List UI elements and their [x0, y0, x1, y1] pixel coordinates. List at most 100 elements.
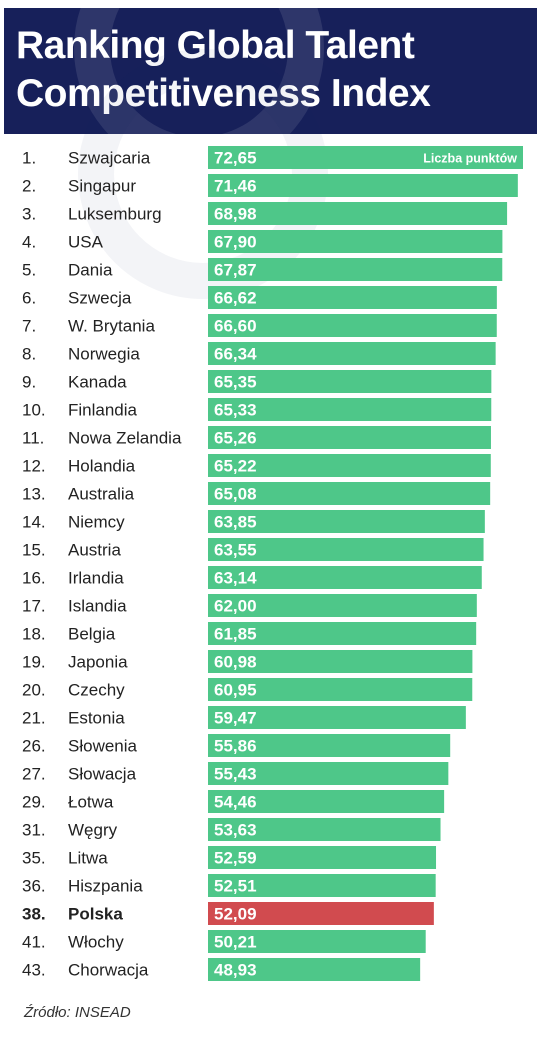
bar-row-20: 20. Czechy 60,95 [22, 678, 473, 701]
bar-row-6: 6. Szwecja 66,62 [22, 286, 497, 309]
bar [208, 174, 518, 197]
country-label: Czechy [68, 681, 125, 700]
value-label: 48,93 [214, 961, 257, 980]
country-label: Estonia [68, 709, 125, 728]
country-label: Szwajcaria [68, 149, 151, 168]
bar-row-10: 10. Finlandia 65,33 [22, 398, 492, 421]
bar [208, 258, 503, 281]
rank-label: 10. [22, 401, 46, 420]
bar [208, 454, 491, 477]
value-label: 66,60 [214, 317, 257, 336]
value-label: 60,98 [214, 653, 257, 672]
bar [208, 930, 426, 953]
country-label: Litwa [68, 849, 108, 868]
country-label: USA [68, 233, 104, 252]
country-label: Norwegia [68, 345, 140, 364]
infographic-frame: Ranking Global Talent Competitiveness Ind… [4, 8, 537, 1038]
value-label: 65,26 [214, 429, 257, 448]
bar [208, 650, 473, 673]
rank-label: 26. [22, 737, 46, 756]
bar [208, 510, 485, 533]
bar-row-29: 41. Włochy 50,21 [22, 930, 426, 953]
bar-row-2: 2. Singapur 71,46 [22, 174, 518, 197]
bar-row-12: 12. Holandia 65,22 [22, 454, 491, 477]
bar [208, 342, 496, 365]
value-label: 66,34 [214, 345, 257, 364]
country-label: Holandia [68, 457, 136, 476]
bar-row-7: 7. W. Brytania 66,60 [22, 314, 497, 337]
bar [208, 230, 503, 253]
value-label: 65,35 [214, 373, 257, 392]
rank-label: 7. [22, 317, 36, 336]
bar [208, 958, 421, 981]
bar [208, 846, 437, 869]
value-label: 55,86 [214, 737, 257, 756]
title-line-2: Competitiveness Index [16, 72, 431, 115]
bar [208, 482, 491, 505]
value-label: 52,09 [214, 905, 257, 924]
bar-row-4: 4. USA 67,90 [22, 230, 503, 253]
bar-row-27: 36. Hiszpania 52,51 [22, 874, 436, 897]
country-label: Austria [68, 541, 121, 560]
bar-row-26: 35. Litwa 52,59 [22, 846, 437, 869]
value-label: 67,87 [214, 261, 257, 280]
bar-row-24: 29. Łotwa 54,46 [22, 790, 445, 813]
bar-row-1: 1. Szwajcaria 72,65 Liczba punktów [22, 146, 523, 169]
value-label: 65,33 [214, 401, 257, 420]
value-label: 71,46 [214, 177, 257, 196]
bar-row-23: 27. Słowacja 55,43 [22, 762, 449, 785]
rank-label: 9. [22, 373, 36, 392]
country-label: Łotwa [68, 793, 114, 812]
bar [208, 734, 451, 757]
country-label: Singapur [68, 177, 136, 196]
value-label: 66,62 [214, 289, 257, 308]
bar-row-19: 19. Japonia 60,98 [22, 650, 473, 673]
value-label: 63,55 [214, 541, 257, 560]
value-label: 63,14 [214, 569, 257, 588]
bar [208, 874, 436, 897]
country-label: Irlandia [68, 569, 124, 588]
rank-label: 16. [22, 569, 46, 588]
country-label: Włochy [68, 933, 124, 952]
country-label: Dania [68, 261, 113, 280]
legend-label: Liczba punktów [423, 152, 517, 166]
country-label: Polska [68, 905, 123, 924]
bar-row-14: 14. Niemcy 63,85 [22, 510, 485, 533]
rank-label: 27. [22, 765, 46, 784]
bar-row-5: 5. Dania 67,87 [22, 258, 503, 281]
rank-label: 11. [22, 429, 44, 448]
bar-row-28: 38. Polska 52,09 [22, 902, 434, 925]
rank-label: 17. [22, 597, 46, 616]
value-label: 60,95 [214, 681, 257, 700]
value-label: 68,98 [214, 205, 257, 224]
bar-row-21: 21. Estonia 59,47 [22, 706, 466, 729]
bar [208, 566, 482, 589]
bar [208, 790, 445, 813]
bar-row-30: 43. Chorwacja 48,93 [22, 958, 421, 981]
decorative-ring [74, 8, 324, 134]
value-label: 55,43 [214, 765, 257, 784]
value-label: 65,08 [214, 485, 257, 504]
bar [208, 538, 484, 561]
country-label: Szwecja [68, 289, 132, 308]
rank-label: 5. [22, 261, 36, 280]
country-label: Chorwacja [68, 961, 149, 980]
bar [208, 902, 434, 925]
country-label: Belgia [68, 625, 116, 644]
rank-label: 8. [22, 345, 36, 364]
bar-chart: 1. Szwajcaria 72,65 Liczba punktów 2. Singapu… [22, 146, 523, 981]
value-label: 59,47 [214, 709, 257, 728]
country-label: Hiszpania [68, 877, 143, 896]
country-label: Słowenia [68, 737, 138, 756]
chart-title: Ranking Global Talent Competitiveness Ind… [16, 22, 527, 118]
bar [208, 426, 491, 449]
rank-label: 38. [22, 905, 46, 924]
rank-label: 35. [22, 849, 46, 868]
country-label: Węgry [68, 821, 118, 840]
bar-row-8: 8. Norwegia 66,34 [22, 342, 496, 365]
rank-label: 31. [22, 821, 46, 840]
bar [208, 762, 449, 785]
value-label: 67,90 [214, 233, 257, 252]
rank-label: 15. [22, 541, 46, 560]
country-label: Nowa Zelandia [68, 429, 182, 448]
